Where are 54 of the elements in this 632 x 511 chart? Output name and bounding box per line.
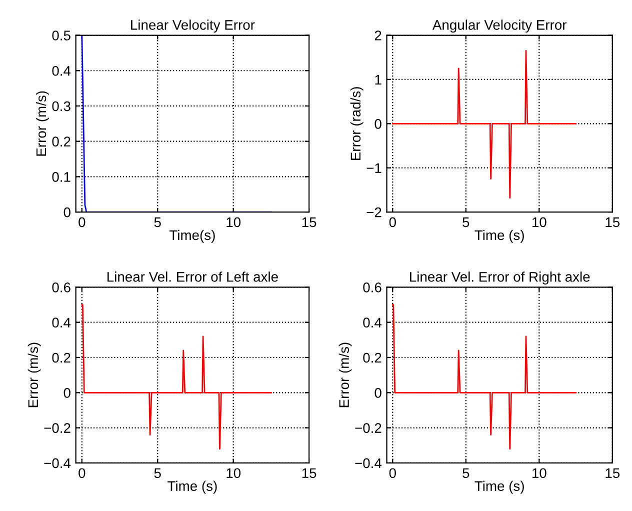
y-tick-label: 0 (64, 388, 70, 398)
y-tick-label: −0.2 (355, 423, 382, 433)
y-tick-label: 0.4 (52, 318, 71, 328)
y-tick-label: 2 (374, 30, 382, 40)
y-tick-label: 0.1 (52, 172, 70, 182)
y-tick-label: 0.2 (363, 352, 382, 363)
y-tick-label: −2 (366, 207, 382, 218)
y-tick-label: −0.4 (44, 458, 71, 468)
x-tick-label: 0 (389, 217, 396, 228)
x-tick-label: 10 (226, 468, 241, 478)
x-tick-label: 5 (154, 217, 161, 228)
y-tick-label: 1 (375, 74, 382, 84)
x-tick-label: 10 (532, 468, 546, 478)
y-tick-label: 0.4 (363, 318, 382, 328)
x-tick-label: 10 (532, 217, 546, 228)
y-tick-label: 0.2 (52, 136, 70, 147)
y-tick-label: −0.2 (44, 423, 70, 433)
y-axis-title: Error (m/s) (36, 91, 49, 156)
line-series (392, 50, 576, 199)
y-tick-label: 0.6 (52, 282, 70, 292)
y-tick-label: 0 (64, 207, 70, 218)
y-tick-label: 0.4 (52, 66, 71, 76)
y-tick-label: 0.2 (52, 352, 70, 363)
x-tick-label: 10 (226, 217, 241, 228)
x-tick-label: 15 (302, 468, 316, 478)
chart-title: Linear Vel. Error of Right axle (410, 272, 590, 285)
y-tick-label: 0.5 (52, 30, 70, 40)
x-tick-label: 0 (389, 468, 396, 478)
x-axis-title: Time (s) (474, 480, 524, 494)
y-axis-title: Error (m/s) (28, 342, 41, 408)
x-tick-label: 15 (606, 217, 620, 228)
x-tick-label: 5 (462, 217, 470, 228)
y-axis-title: Error (m/s) (338, 342, 352, 408)
x-tick-label: 15 (606, 468, 620, 478)
x-axis-title: Time (s) (474, 230, 524, 243)
y-tick-label: −1 (366, 163, 382, 173)
y-tick-label: 0 (374, 118, 382, 129)
y-axis-title: Error (rad/s) (350, 87, 364, 160)
x-tick-label: 5 (462, 468, 470, 478)
chart-title: Angular Velocity Error (432, 20, 567, 33)
x-tick-label: 5 (154, 468, 161, 478)
y-tick-label: −0.4 (355, 458, 382, 468)
line-series (392, 304, 576, 450)
y-tick-label: 0.6 (363, 282, 382, 292)
x-tick-label: 15 (302, 217, 316, 228)
x-axis-title: Time(s) (169, 230, 215, 243)
line-series (81, 304, 272, 450)
x-tick-label: 0 (78, 468, 86, 478)
x-axis-title: Time (s) (168, 480, 217, 494)
y-tick-label: 0 (374, 388, 382, 398)
chart-title: Linear Vel. Error of Left axle (108, 272, 278, 282)
x-tick-label: 0 (78, 217, 86, 228)
y-tick-label: 0.3 (52, 101, 70, 112)
chart-title: Linear Velocity Error (131, 20, 255, 33)
